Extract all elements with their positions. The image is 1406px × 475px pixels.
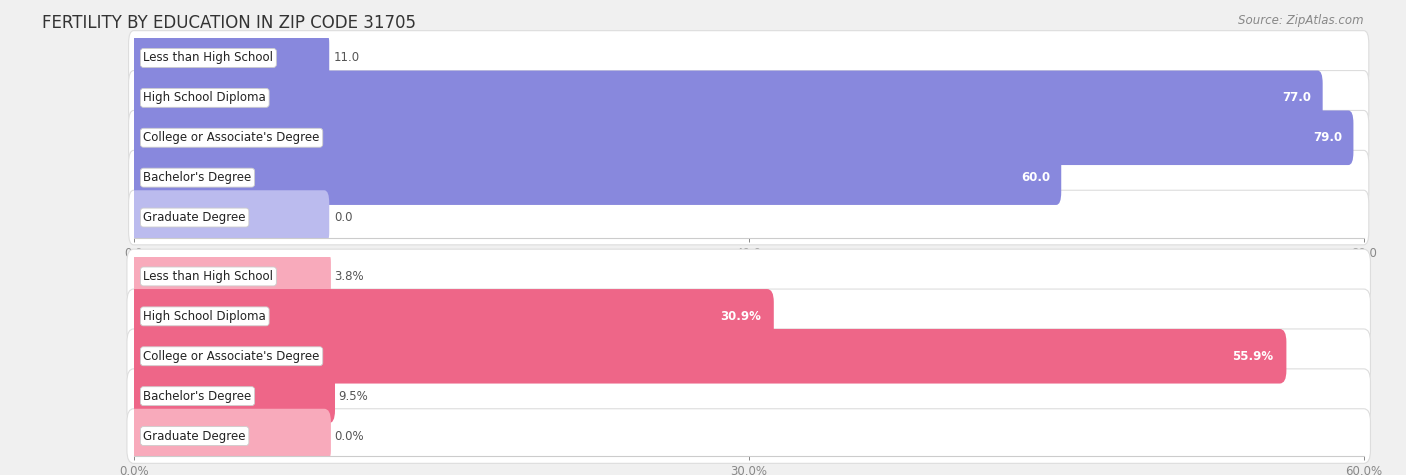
- Text: Less than High School: Less than High School: [143, 51, 273, 65]
- FancyBboxPatch shape: [128, 190, 329, 245]
- FancyBboxPatch shape: [128, 151, 1062, 205]
- FancyBboxPatch shape: [128, 31, 1369, 85]
- FancyBboxPatch shape: [127, 289, 1371, 343]
- Text: 0.0%: 0.0%: [335, 429, 364, 443]
- Text: 11.0: 11.0: [335, 51, 360, 65]
- Text: Less than High School: Less than High School: [143, 270, 273, 283]
- FancyBboxPatch shape: [128, 71, 1323, 125]
- Text: High School Diploma: High School Diploma: [143, 310, 266, 323]
- FancyBboxPatch shape: [128, 71, 1369, 125]
- FancyBboxPatch shape: [128, 111, 1369, 165]
- Text: Bachelor's Degree: Bachelor's Degree: [143, 171, 252, 184]
- FancyBboxPatch shape: [128, 190, 1369, 245]
- Text: 9.5%: 9.5%: [339, 390, 368, 403]
- Text: 60.0: 60.0: [1021, 171, 1050, 184]
- FancyBboxPatch shape: [127, 369, 335, 423]
- Text: 30.9%: 30.9%: [720, 310, 761, 323]
- Text: Graduate Degree: Graduate Degree: [143, 429, 246, 443]
- Text: College or Associate's Degree: College or Associate's Degree: [143, 131, 319, 144]
- Text: 77.0: 77.0: [1282, 91, 1312, 104]
- Text: 3.8%: 3.8%: [335, 270, 364, 283]
- Text: 0.0: 0.0: [335, 211, 353, 224]
- FancyBboxPatch shape: [127, 289, 773, 343]
- FancyBboxPatch shape: [127, 329, 1286, 383]
- Text: College or Associate's Degree: College or Associate's Degree: [143, 350, 319, 363]
- FancyBboxPatch shape: [128, 111, 1354, 165]
- Text: Source: ZipAtlas.com: Source: ZipAtlas.com: [1239, 14, 1364, 27]
- Text: 55.9%: 55.9%: [1233, 350, 1274, 363]
- FancyBboxPatch shape: [127, 249, 1371, 304]
- FancyBboxPatch shape: [128, 31, 329, 85]
- FancyBboxPatch shape: [127, 409, 330, 463]
- FancyBboxPatch shape: [127, 409, 1371, 463]
- Text: 79.0: 79.0: [1313, 131, 1343, 144]
- FancyBboxPatch shape: [127, 369, 1371, 423]
- FancyBboxPatch shape: [128, 151, 1369, 205]
- Text: Bachelor's Degree: Bachelor's Degree: [143, 390, 252, 403]
- Text: FERTILITY BY EDUCATION IN ZIP CODE 31705: FERTILITY BY EDUCATION IN ZIP CODE 31705: [42, 14, 416, 32]
- FancyBboxPatch shape: [127, 329, 1371, 383]
- FancyBboxPatch shape: [127, 249, 330, 304]
- Text: Graduate Degree: Graduate Degree: [143, 211, 246, 224]
- Text: High School Diploma: High School Diploma: [143, 91, 266, 104]
